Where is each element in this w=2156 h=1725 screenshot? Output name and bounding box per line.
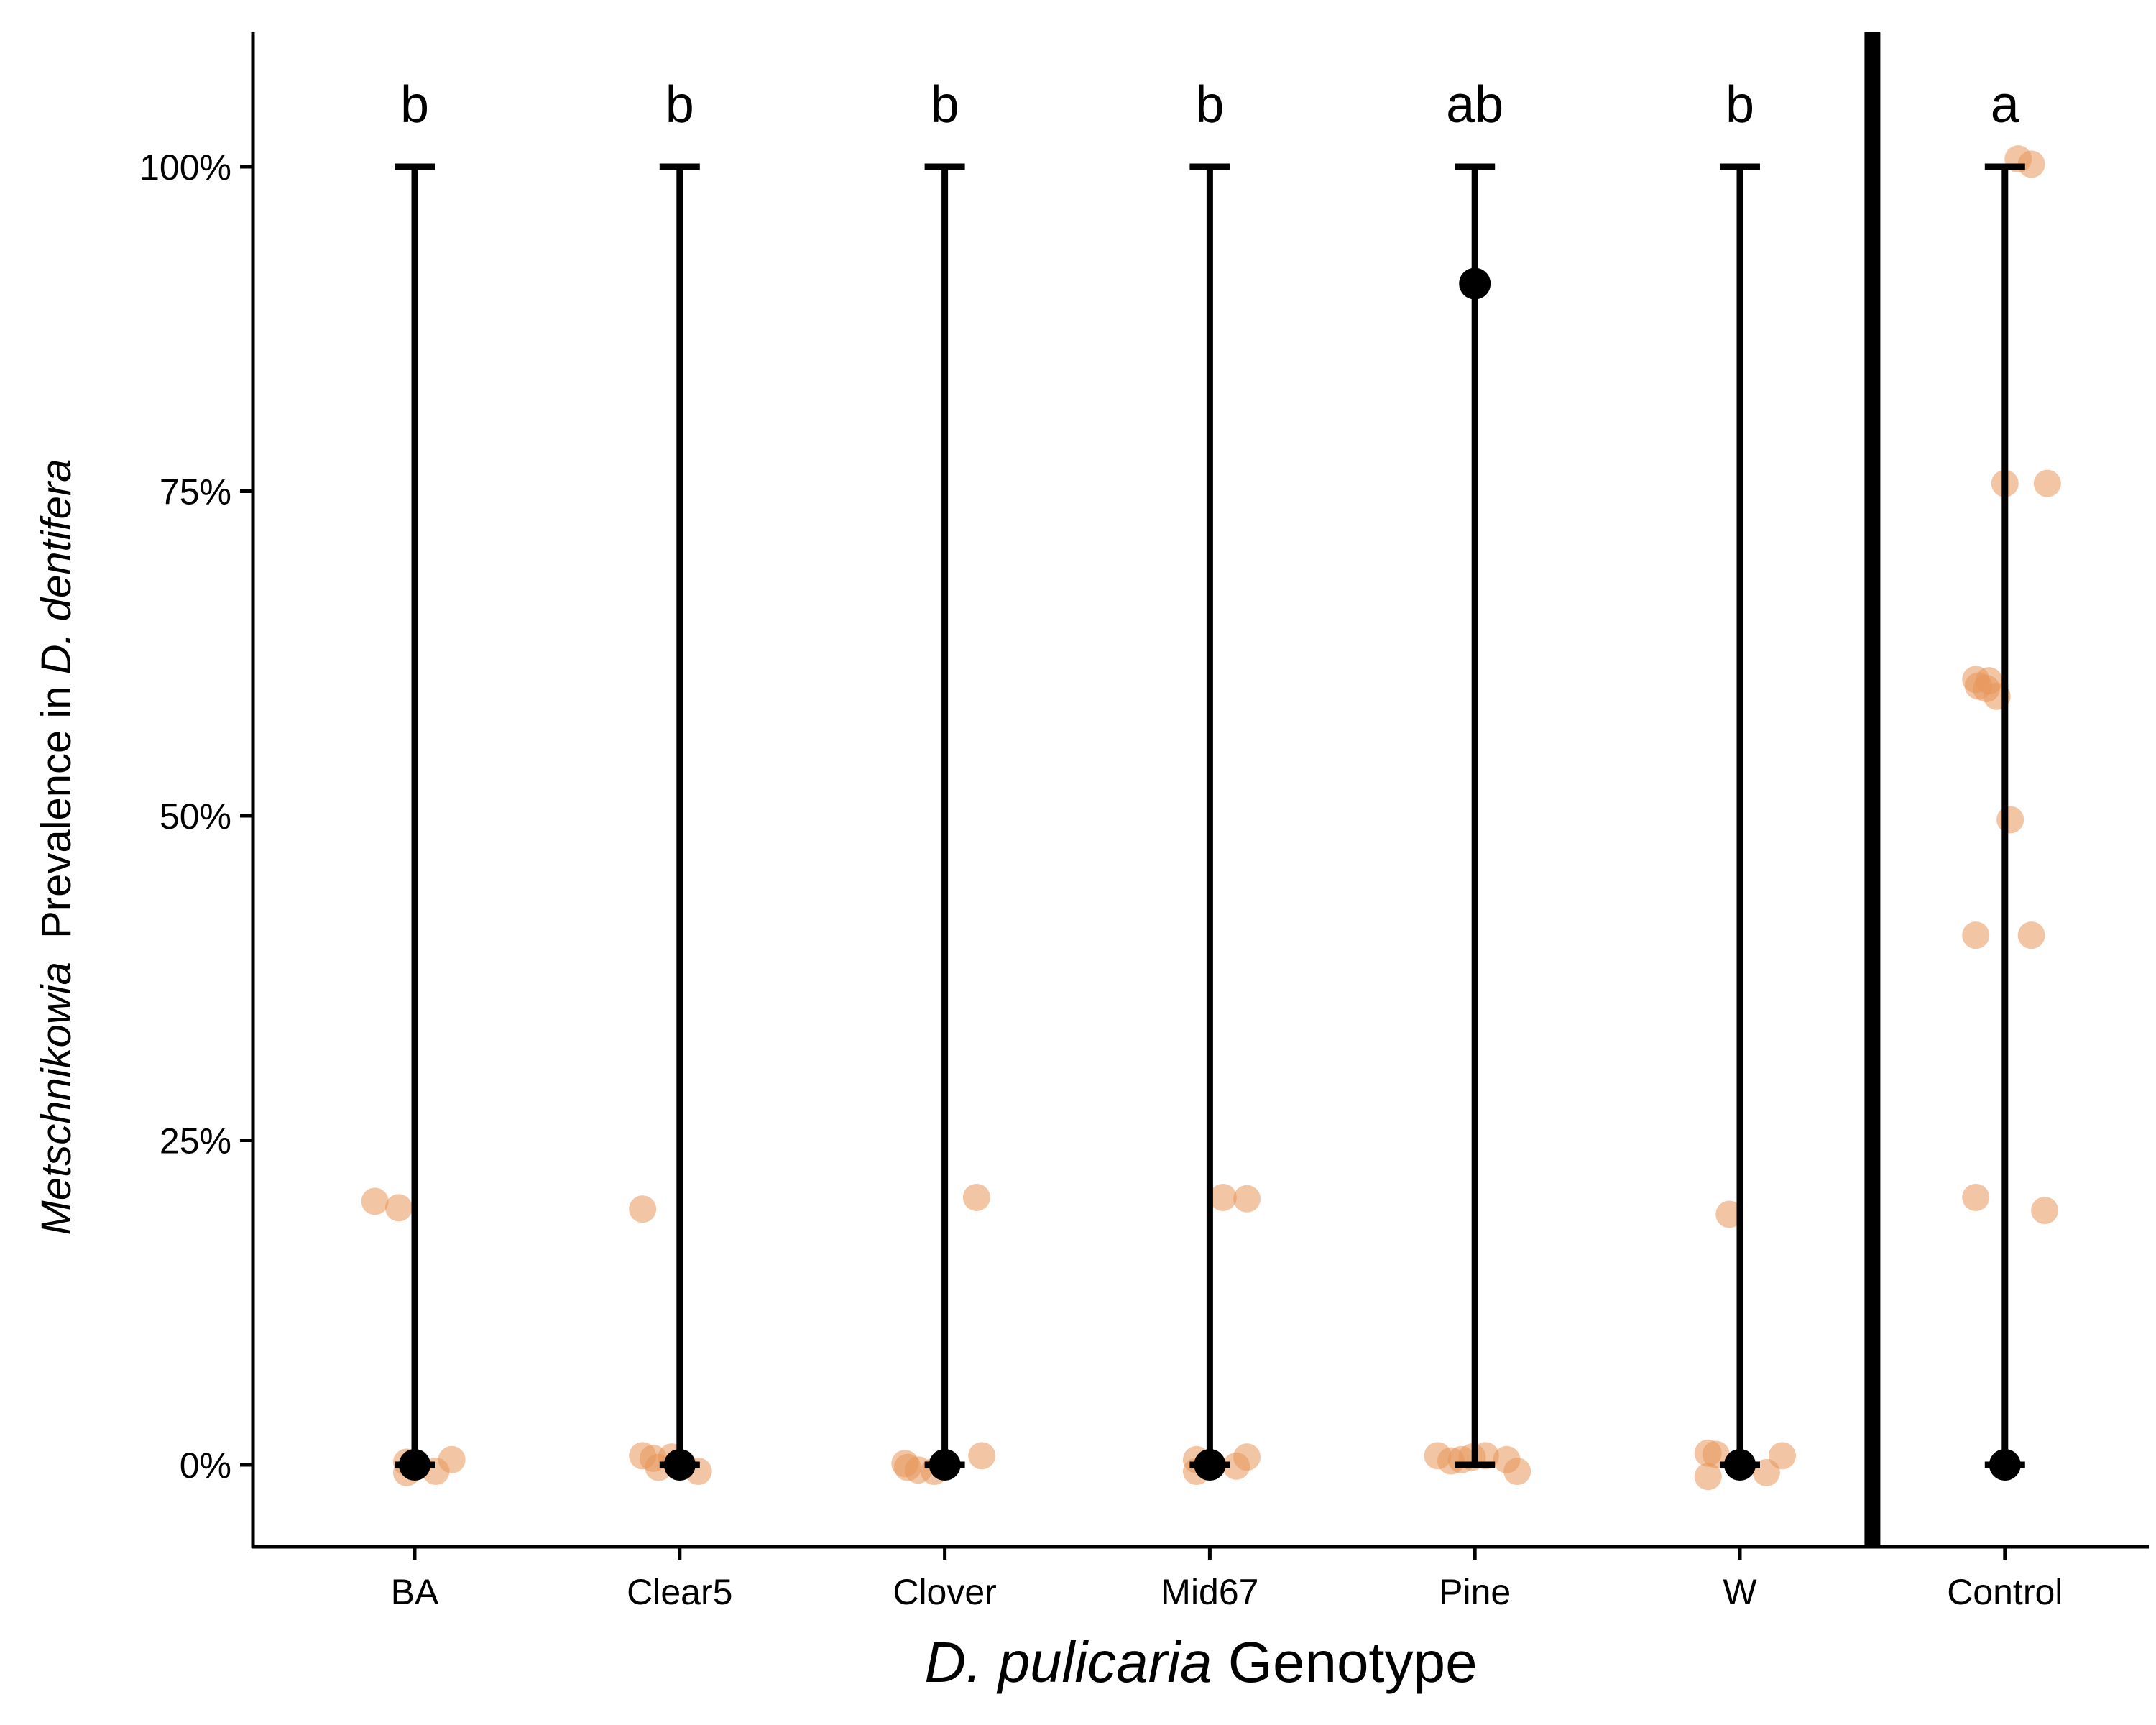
significance-letter-control: a [1991, 76, 2020, 134]
data-point [1962, 921, 1990, 949]
x-tick-label-mid67: Mid67 [1161, 1572, 1258, 1612]
data-point [1702, 1440, 1730, 1468]
x-axis-title: D. pulicaria Genotype [924, 1630, 1477, 1694]
data-point [1962, 1183, 1990, 1211]
x-tick-label-clear5: Clear5 [627, 1572, 732, 1612]
axes [240, 32, 2149, 1560]
data-point [1233, 1184, 1261, 1213]
significance-letter-clover: b [931, 76, 959, 134]
mean-point-w [1724, 1449, 1756, 1481]
data-point [1209, 1183, 1237, 1211]
summary-markers [395, 163, 2025, 1481]
data-point [361, 1187, 389, 1215]
mean-point-control [1989, 1449, 2021, 1481]
data-point [2031, 1197, 2059, 1225]
significance-letter-ba: b [400, 76, 429, 134]
x-tick-label-w: W [1723, 1572, 1757, 1612]
data-point [384, 1194, 413, 1222]
y-axis-title-italic-genus: Metschnikowia [33, 962, 80, 1235]
data-point [1503, 1458, 1531, 1486]
data-point [438, 1445, 466, 1473]
mean-point-mid67 [1194, 1449, 1226, 1481]
significance-letter-clear5: b [665, 76, 694, 134]
mean-point-clover [929, 1449, 961, 1481]
data-point [2017, 921, 2045, 949]
data-point [1694, 1463, 1722, 1491]
data-point [962, 1183, 990, 1211]
data-point [2033, 469, 2061, 497]
x-tick-label-control: Control [1947, 1572, 2063, 1612]
y-tick-label: 0% [180, 1445, 231, 1486]
x-tick-label-ba: BA [391, 1572, 439, 1612]
significance-letter-w: b [1726, 76, 1754, 134]
mean-point-pine [1459, 267, 1491, 300]
y-axis-title: Metschnikowia Prevalence in D. dentifera [33, 459, 80, 1236]
data-point [629, 1195, 657, 1223]
significance-letter-pine: ab [1446, 76, 1503, 134]
data-point [1233, 1443, 1261, 1471]
data-point [1715, 1200, 1743, 1228]
y-tick-label: 75% [160, 472, 231, 512]
significance-letter-mid67: b [1195, 76, 1224, 134]
data-point [1996, 806, 2024, 834]
x-tick-label-clover: Clover [893, 1572, 996, 1612]
y-axis-title-italic-species: D. dentifera [33, 459, 80, 675]
data-point [968, 1442, 996, 1470]
mean-point-clear5 [663, 1449, 696, 1481]
data-point [2017, 150, 2045, 178]
mean-point-ba [399, 1449, 430, 1481]
x-tick-label-pine: Pine [1439, 1572, 1511, 1612]
labels: b b b b ab b a 0% 25% 50% 75% 100% BA Clear5 Clover Mid… [139, 76, 2063, 1612]
x-axis-title-italic: D. pulicaria [924, 1630, 1212, 1694]
x-axis-title-rest: Genotype [1212, 1630, 1478, 1694]
y-tick-label: 100% [139, 147, 231, 188]
y-tick-label: 50% [160, 796, 231, 837]
data-point [1769, 1442, 1797, 1470]
y-tick-label: 25% [160, 1121, 231, 1162]
y-axis-title-middle: Prevalence in [33, 674, 80, 962]
